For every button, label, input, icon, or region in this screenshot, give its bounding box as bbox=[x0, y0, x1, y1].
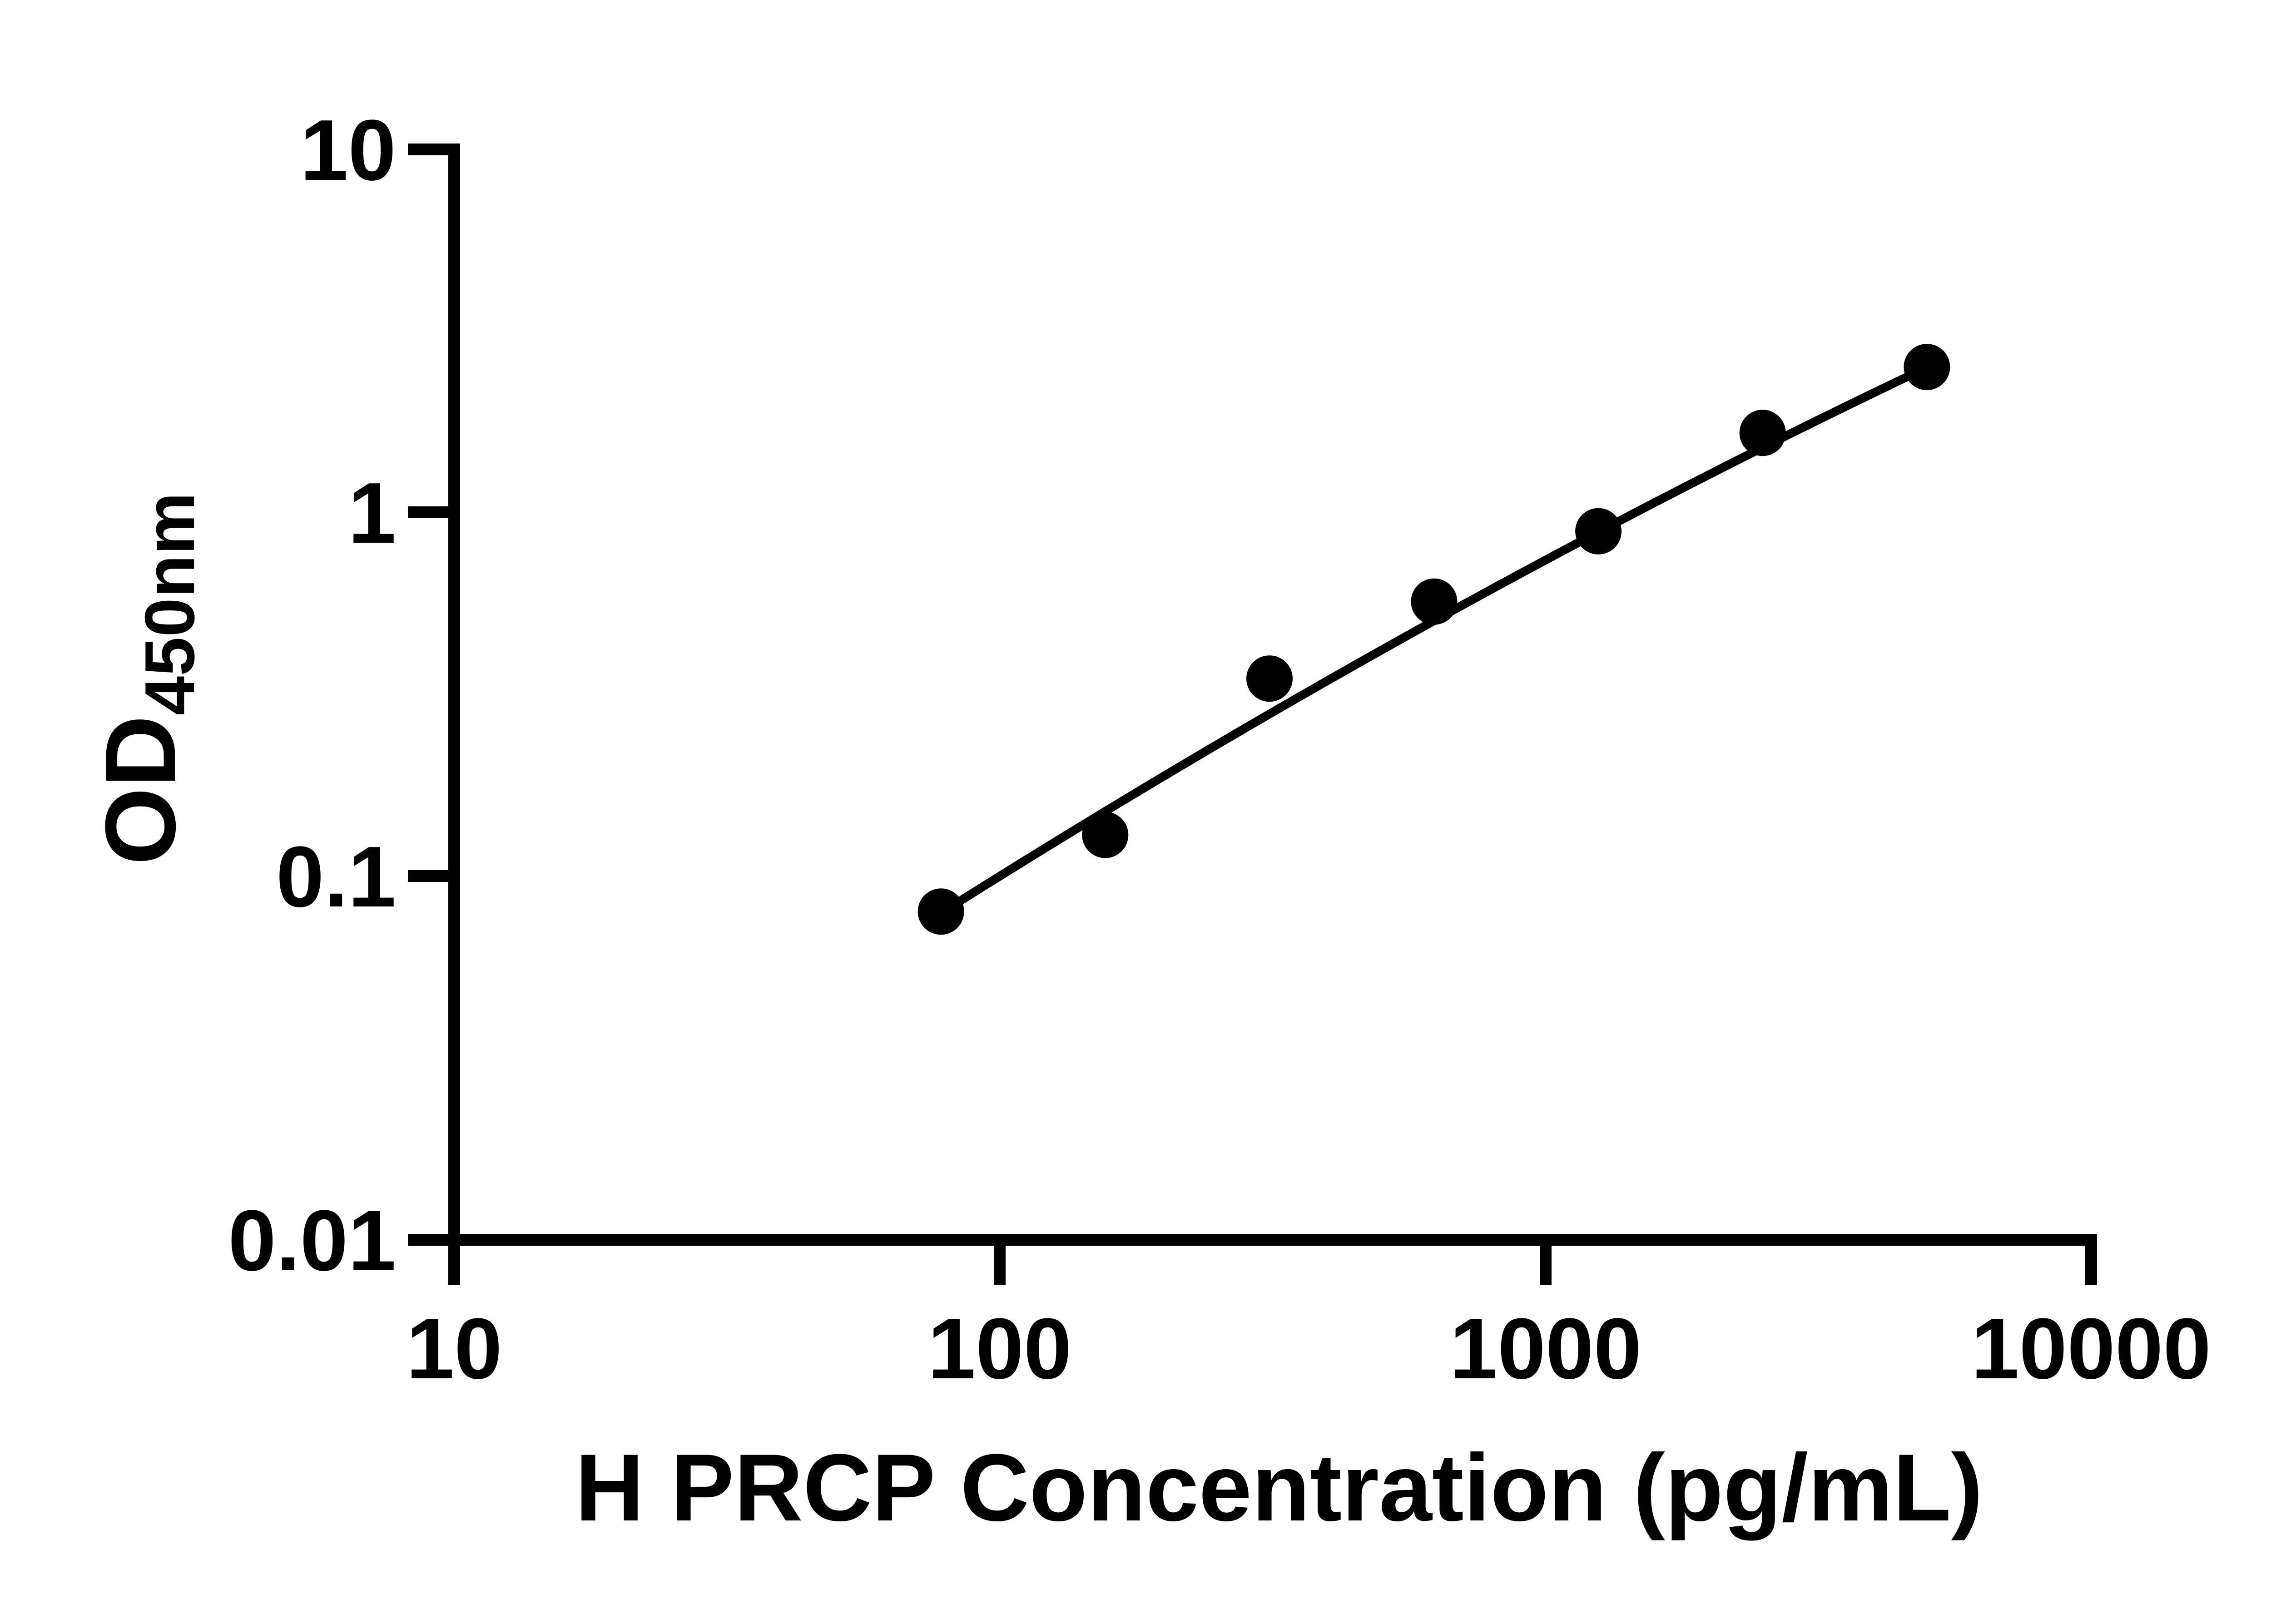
data-point bbox=[1082, 812, 1129, 858]
x-axis-title: H PRCP Concentration (pg/mL) bbox=[575, 1434, 1983, 1541]
y-tick-labels: 10 1 0.1 0.01 bbox=[228, 102, 396, 1289]
y-axis-title-subscript: 450nm bbox=[130, 492, 209, 715]
y-tick-label-0.01: 0.01 bbox=[228, 1193, 396, 1289]
y-tick-label-10: 10 bbox=[300, 102, 396, 198]
data-point bbox=[917, 888, 964, 935]
data-points-group bbox=[917, 344, 1950, 935]
y-tick-label-1: 1 bbox=[348, 465, 396, 561]
axes bbox=[408, 144, 2097, 1285]
x-tick-labels: 10 100 1000 10000 bbox=[406, 1301, 2211, 1397]
data-point bbox=[1411, 578, 1458, 625]
x-tick-label-100: 100 bbox=[927, 1301, 1071, 1397]
y-tick-label-0.1: 0.1 bbox=[276, 829, 396, 925]
data-point bbox=[1575, 508, 1622, 555]
x-tick-label-10000: 10000 bbox=[1971, 1301, 2211, 1397]
x-tick-label-1000: 1000 bbox=[1450, 1301, 1642, 1397]
x-tick-label-10: 10 bbox=[406, 1301, 502, 1397]
y-axis-title-main: OD bbox=[84, 715, 196, 865]
data-point bbox=[1904, 344, 1950, 391]
y-axis-title: OD450nm bbox=[84, 492, 209, 865]
data-point bbox=[1246, 655, 1293, 702]
data-point bbox=[1739, 410, 1786, 456]
